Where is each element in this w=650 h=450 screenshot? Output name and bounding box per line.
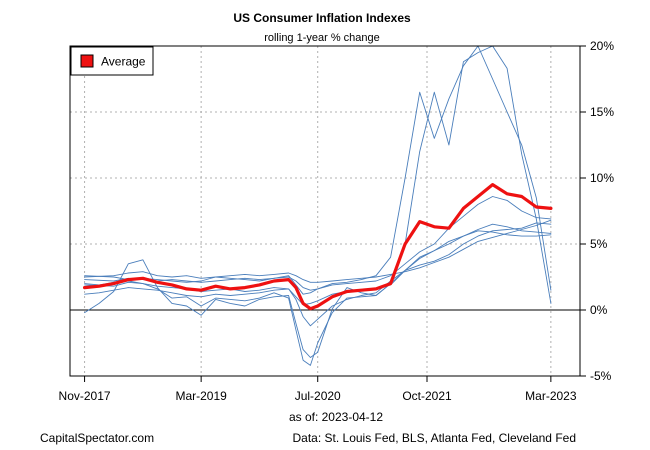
plot-frame bbox=[69, 45, 581, 377]
site-credit: CapitalSpectator.com bbox=[40, 431, 154, 445]
series-line-index-a bbox=[84, 196, 552, 291]
series-lines bbox=[82, 45, 553, 366]
y-tick-label: 15% bbox=[590, 105, 614, 119]
x-tick-label: Mar-2023 bbox=[525, 389, 577, 403]
x-tick-label: Nov-2017 bbox=[59, 389, 111, 403]
x-tick-label: Mar-2019 bbox=[175, 389, 227, 403]
chart-title: US Consumer Inflation Indexes bbox=[233, 11, 411, 25]
legend-swatch-average bbox=[80, 54, 94, 68]
y-tick-label: 5% bbox=[590, 237, 608, 251]
grid bbox=[70, 45, 580, 377]
y-tick-label: 20% bbox=[590, 39, 614, 53]
series-line-average bbox=[82, 183, 553, 311]
series-line-index-g bbox=[84, 45, 552, 295]
as-of-date: as of: 2023-04-12 bbox=[289, 410, 383, 424]
series-line-index-c bbox=[84, 219, 552, 283]
y-tick-label: -5% bbox=[590, 369, 612, 383]
series-line-index-d bbox=[84, 230, 552, 327]
x-tick-label: Jul-2020 bbox=[295, 389, 341, 403]
x-tick-label: Oct-2021 bbox=[402, 389, 452, 403]
axes: Nov-2017 Mar-2019 Jul-2020 Oct-2021 Mar-2023… bbox=[59, 39, 615, 403]
data-source: Data: St. Louis Fed, BLS, Atlanta Fed, C… bbox=[293, 431, 577, 445]
series-line-index-e bbox=[84, 222, 552, 366]
chart-subtitle: rolling 1-year % change bbox=[264, 32, 380, 44]
y-tick-label: 0% bbox=[590, 303, 608, 317]
legend: Average bbox=[70, 46, 154, 76]
legend-label-average: Average bbox=[101, 55, 146, 69]
y-tick-label: 10% bbox=[590, 171, 614, 185]
